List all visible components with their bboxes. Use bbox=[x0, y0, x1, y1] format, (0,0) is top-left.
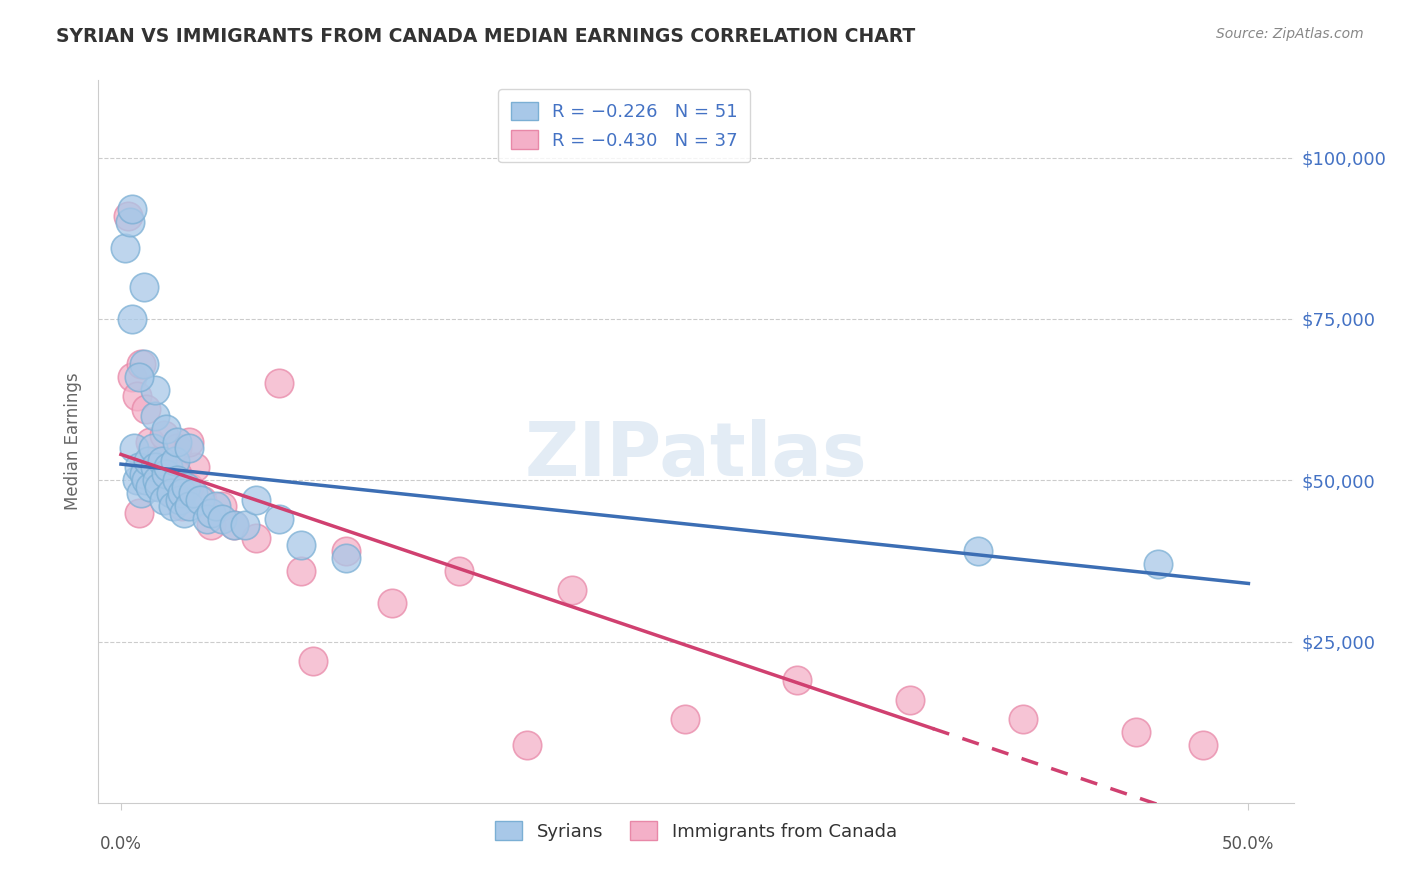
Text: ZIPatlas: ZIPatlas bbox=[524, 419, 868, 492]
Point bbox=[335, 544, 357, 558]
Point bbox=[128, 460, 150, 475]
Legend: Syrians, Immigrants from Canada: Syrians, Immigrants from Canada bbox=[488, 814, 904, 848]
Point bbox=[155, 422, 177, 436]
Point bbox=[121, 370, 143, 384]
Point bbox=[165, 454, 187, 468]
Point bbox=[177, 499, 200, 513]
Point bbox=[135, 402, 157, 417]
Point bbox=[184, 460, 207, 475]
Point bbox=[155, 467, 177, 481]
Point bbox=[233, 518, 256, 533]
Point bbox=[177, 480, 200, 494]
Point bbox=[200, 506, 222, 520]
Point bbox=[290, 564, 312, 578]
Point bbox=[1192, 738, 1215, 752]
Point bbox=[129, 357, 152, 371]
Point bbox=[335, 550, 357, 565]
Point bbox=[301, 654, 323, 668]
Point bbox=[516, 738, 538, 752]
Point bbox=[561, 582, 583, 597]
Text: SYRIAN VS IMMIGRANTS FROM CANADA MEDIAN EARNINGS CORRELATION CHART: SYRIAN VS IMMIGRANTS FROM CANADA MEDIAN … bbox=[56, 27, 915, 45]
Point bbox=[177, 434, 200, 449]
Point bbox=[267, 512, 290, 526]
Point bbox=[143, 383, 166, 397]
Point bbox=[136, 454, 159, 468]
Point bbox=[132, 357, 155, 371]
Point bbox=[114, 241, 136, 255]
Point bbox=[380, 596, 402, 610]
Point bbox=[166, 473, 188, 487]
Point bbox=[129, 486, 152, 500]
Point bbox=[290, 538, 312, 552]
Point bbox=[195, 512, 218, 526]
Point bbox=[166, 434, 188, 449]
Point bbox=[204, 499, 226, 513]
Point bbox=[162, 499, 184, 513]
Point bbox=[125, 389, 148, 403]
Point bbox=[177, 441, 200, 455]
Point bbox=[222, 518, 245, 533]
Point bbox=[169, 492, 191, 507]
Point bbox=[141, 441, 163, 455]
Point bbox=[143, 409, 166, 423]
Point bbox=[673, 712, 696, 726]
Point bbox=[132, 279, 155, 293]
Point bbox=[157, 480, 180, 494]
Text: Source: ZipAtlas.com: Source: ZipAtlas.com bbox=[1216, 27, 1364, 41]
Point bbox=[245, 492, 267, 507]
Point bbox=[121, 202, 143, 217]
Point bbox=[170, 486, 193, 500]
Point bbox=[125, 473, 148, 487]
Point bbox=[166, 441, 188, 455]
Point bbox=[143, 460, 166, 475]
Y-axis label: Median Earnings: Median Earnings bbox=[65, 373, 83, 510]
Point bbox=[173, 506, 195, 520]
Point bbox=[118, 215, 141, 229]
Point bbox=[966, 544, 988, 558]
Point bbox=[188, 492, 211, 507]
Point bbox=[121, 312, 143, 326]
Point bbox=[146, 473, 169, 487]
Point bbox=[222, 518, 245, 533]
Point bbox=[148, 480, 170, 494]
Point bbox=[200, 518, 222, 533]
Point bbox=[124, 441, 146, 455]
Point bbox=[148, 467, 170, 481]
Point bbox=[211, 512, 233, 526]
Point bbox=[132, 467, 155, 481]
Point bbox=[153, 428, 176, 442]
Point bbox=[898, 692, 921, 706]
Point bbox=[166, 467, 188, 481]
Point bbox=[1147, 557, 1170, 571]
Point bbox=[1012, 712, 1035, 726]
Point bbox=[139, 434, 162, 449]
Point bbox=[135, 473, 157, 487]
Point bbox=[139, 480, 162, 494]
Point bbox=[162, 486, 184, 500]
Point bbox=[117, 209, 139, 223]
Point bbox=[153, 492, 176, 507]
Point bbox=[157, 460, 180, 475]
Point bbox=[449, 564, 471, 578]
Point bbox=[181, 486, 204, 500]
Point bbox=[143, 454, 166, 468]
Point bbox=[786, 673, 808, 688]
Point bbox=[211, 499, 233, 513]
Point bbox=[159, 486, 181, 500]
Point bbox=[176, 480, 198, 494]
Point bbox=[150, 454, 173, 468]
Point bbox=[1125, 724, 1147, 739]
Point bbox=[245, 531, 267, 545]
Text: 50.0%: 50.0% bbox=[1222, 835, 1275, 854]
Text: 0.0%: 0.0% bbox=[100, 835, 142, 854]
Point bbox=[170, 499, 193, 513]
Point bbox=[191, 492, 214, 507]
Point bbox=[128, 506, 150, 520]
Point bbox=[267, 376, 290, 391]
Point bbox=[128, 370, 150, 384]
